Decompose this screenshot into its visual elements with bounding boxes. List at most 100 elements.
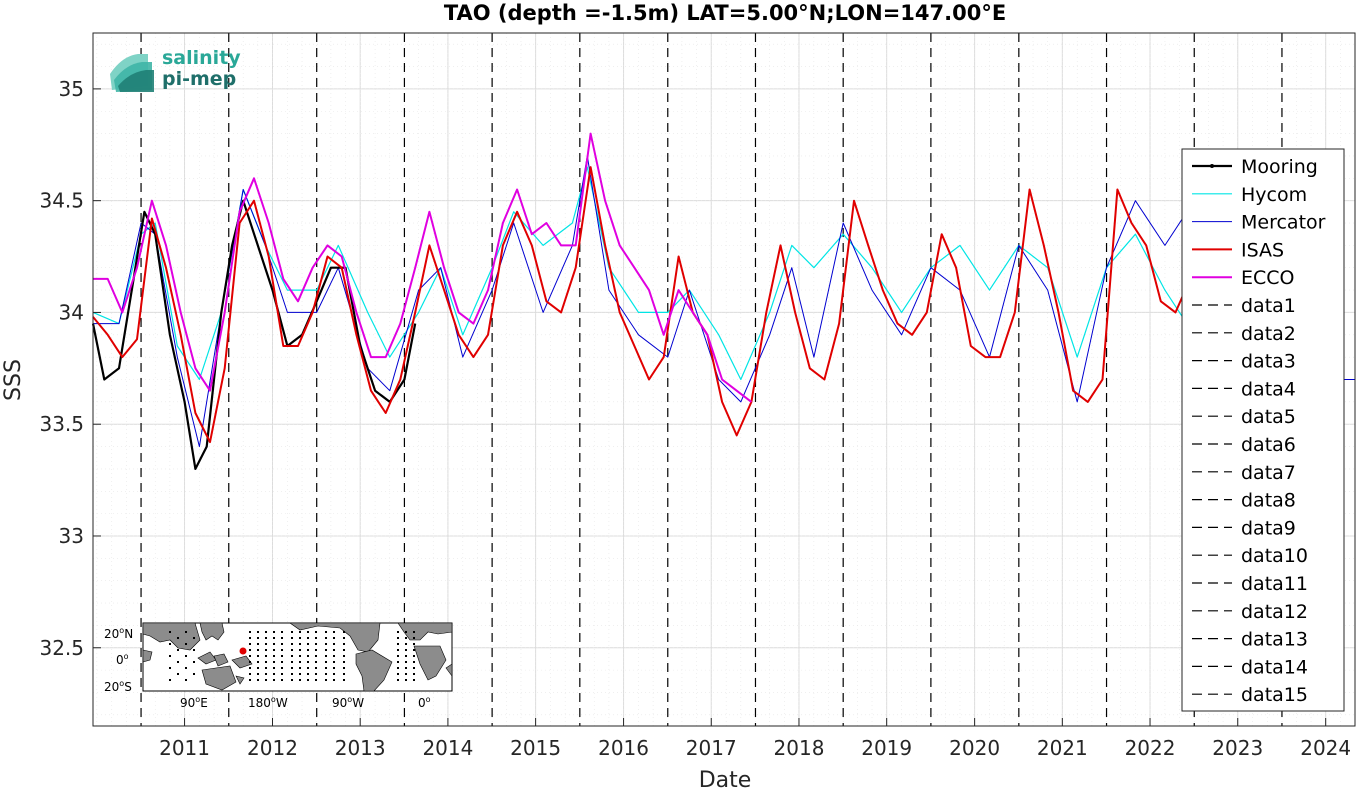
inset-buoy-dot	[273, 667, 275, 669]
inset-buoy-dot	[169, 655, 171, 657]
inset-buoy-dot	[333, 655, 335, 657]
inset-buoy-dot	[333, 667, 335, 669]
inset-buoy-dot	[325, 667, 327, 669]
inset-buoy-dot	[249, 649, 251, 651]
inset-buoy-dot	[273, 655, 275, 657]
inset-buoy-dot	[413, 649, 415, 651]
inset-buoy-dot	[281, 679, 283, 681]
inset-buoy-dot	[413, 661, 415, 663]
legend-label-data5: data5	[1241, 406, 1296, 428]
inset-buoy-dot	[291, 637, 293, 639]
inset-buoy-dot	[291, 673, 293, 675]
inset-buoy-dot	[325, 655, 327, 657]
inset-buoy-dot	[257, 673, 259, 675]
x-tick-label-2: 2013	[335, 736, 386, 760]
legend-label-data2: data2	[1241, 323, 1296, 345]
y-tick-label-5: 35	[59, 77, 84, 101]
legend-label-data15: data15	[1241, 684, 1308, 706]
inset-buoy-dot	[185, 631, 187, 633]
legend-label-data4: data4	[1241, 378, 1296, 400]
inset-buoy-dot	[193, 661, 195, 663]
inset-buoy-dot	[405, 667, 407, 669]
inset-buoy-dot	[315, 649, 317, 651]
inset-buoy-dot	[307, 637, 309, 639]
series-lines	[91, 132, 1355, 470]
inset-buoy-dot	[177, 649, 179, 651]
inset-buoy-dot	[413, 667, 415, 669]
inset-buoy-dot	[333, 631, 335, 633]
inset-buoy-dot	[281, 643, 283, 645]
inset-buoy-dot	[325, 637, 327, 639]
inset-buoy-dot	[315, 655, 317, 657]
inset-buoy-dot	[413, 679, 415, 681]
inset-buoy-dot	[405, 661, 407, 663]
inset-buoy-dot	[307, 667, 309, 669]
y-tick-label-0: 32.5	[39, 636, 84, 660]
salinity-pi-mep-logo: salinity pi-mep	[110, 47, 241, 92]
inset-buoy-dot	[325, 643, 327, 645]
x-tick-label-7: 2018	[774, 736, 825, 760]
inset-buoy-dot	[343, 649, 345, 651]
inset-buoy-dot	[291, 631, 293, 633]
x-axis-title: Date	[699, 768, 752, 790]
inset-buoy-dot	[249, 679, 251, 681]
inset-buoy-dot	[325, 679, 327, 681]
x-tick-label-1: 2012	[247, 736, 298, 760]
x-tick-label-13: 2024	[1300, 736, 1351, 760]
inset-buoy-dot	[413, 673, 415, 675]
inset-buoy-dot	[249, 673, 251, 675]
inset-buoy-dot	[257, 667, 259, 669]
inset-location-marker	[239, 647, 247, 655]
inset-buoy-dot	[185, 655, 187, 657]
svg-text:180oW: 180oW	[248, 695, 288, 710]
legend-label-data7: data7	[1241, 462, 1296, 484]
inset-buoy-dot	[333, 649, 335, 651]
inset-buoy-dot	[185, 679, 187, 681]
inset-buoy-dot	[281, 631, 283, 633]
inset-buoy-dot	[343, 667, 345, 669]
y-tick-label-4: 34.5	[39, 189, 84, 213]
legend-label-mercator: Mercator	[1241, 212, 1326, 234]
inset-buoy-dot	[299, 667, 301, 669]
legend-label-ecco: ECCO	[1241, 267, 1295, 289]
inset-buoy-dot	[273, 679, 275, 681]
inset-buoy-dot	[273, 643, 275, 645]
inset-buoy-dot	[177, 661, 179, 663]
inset-buoy-dot	[405, 649, 407, 651]
inset-buoy-dot	[397, 679, 399, 681]
legend-label-data8: data8	[1241, 490, 1296, 512]
legend-label-data11: data11	[1241, 573, 1308, 595]
inset-buoy-dot	[307, 631, 309, 633]
inset-buoy-dot	[343, 637, 345, 639]
inset-buoy-dot	[307, 655, 309, 657]
inset-buoy-dot	[169, 631, 171, 633]
x-tick-label-5: 2016	[598, 736, 649, 760]
inset-buoy-dot	[405, 643, 407, 645]
inset-buoy-dot	[249, 655, 251, 657]
inset-buoy-dot	[265, 667, 267, 669]
legend: Mooring Hycom Mercator ISAS ECCO data1 data2 da…	[1181, 148, 1345, 712]
inset-buoy-dot	[177, 637, 179, 639]
inset-buoy-dot	[333, 679, 335, 681]
y-axis-title: SSS	[1, 359, 26, 401]
inset-buoy-dot	[273, 673, 275, 675]
inset-buoy-dot	[193, 649, 195, 651]
inset-buoy-dot	[193, 637, 195, 639]
inset-buoy-dot	[315, 673, 317, 675]
inset-buoy-dot	[315, 679, 317, 681]
inset-buoy-dot	[333, 643, 335, 645]
plot-area	[93, 33, 1355, 726]
inset-buoy-dots	[169, 631, 415, 681]
inset-buoy-dot	[257, 643, 259, 645]
svg-text:20oN: 20oN	[104, 626, 133, 641]
inset-buoy-dot	[397, 655, 399, 657]
series-isas-line	[92, 166, 1192, 444]
inset-buoy-dot	[343, 673, 345, 675]
inset-buoy-dot	[291, 667, 293, 669]
inset-buoy-dot	[185, 643, 187, 645]
inset-buoy-dot	[405, 631, 407, 633]
x-tick-label-12: 2023	[1212, 736, 1263, 760]
inset-buoy-dot	[405, 673, 407, 675]
logo-waves-icon	[110, 54, 154, 92]
legend-label-data9: data9	[1241, 517, 1296, 539]
